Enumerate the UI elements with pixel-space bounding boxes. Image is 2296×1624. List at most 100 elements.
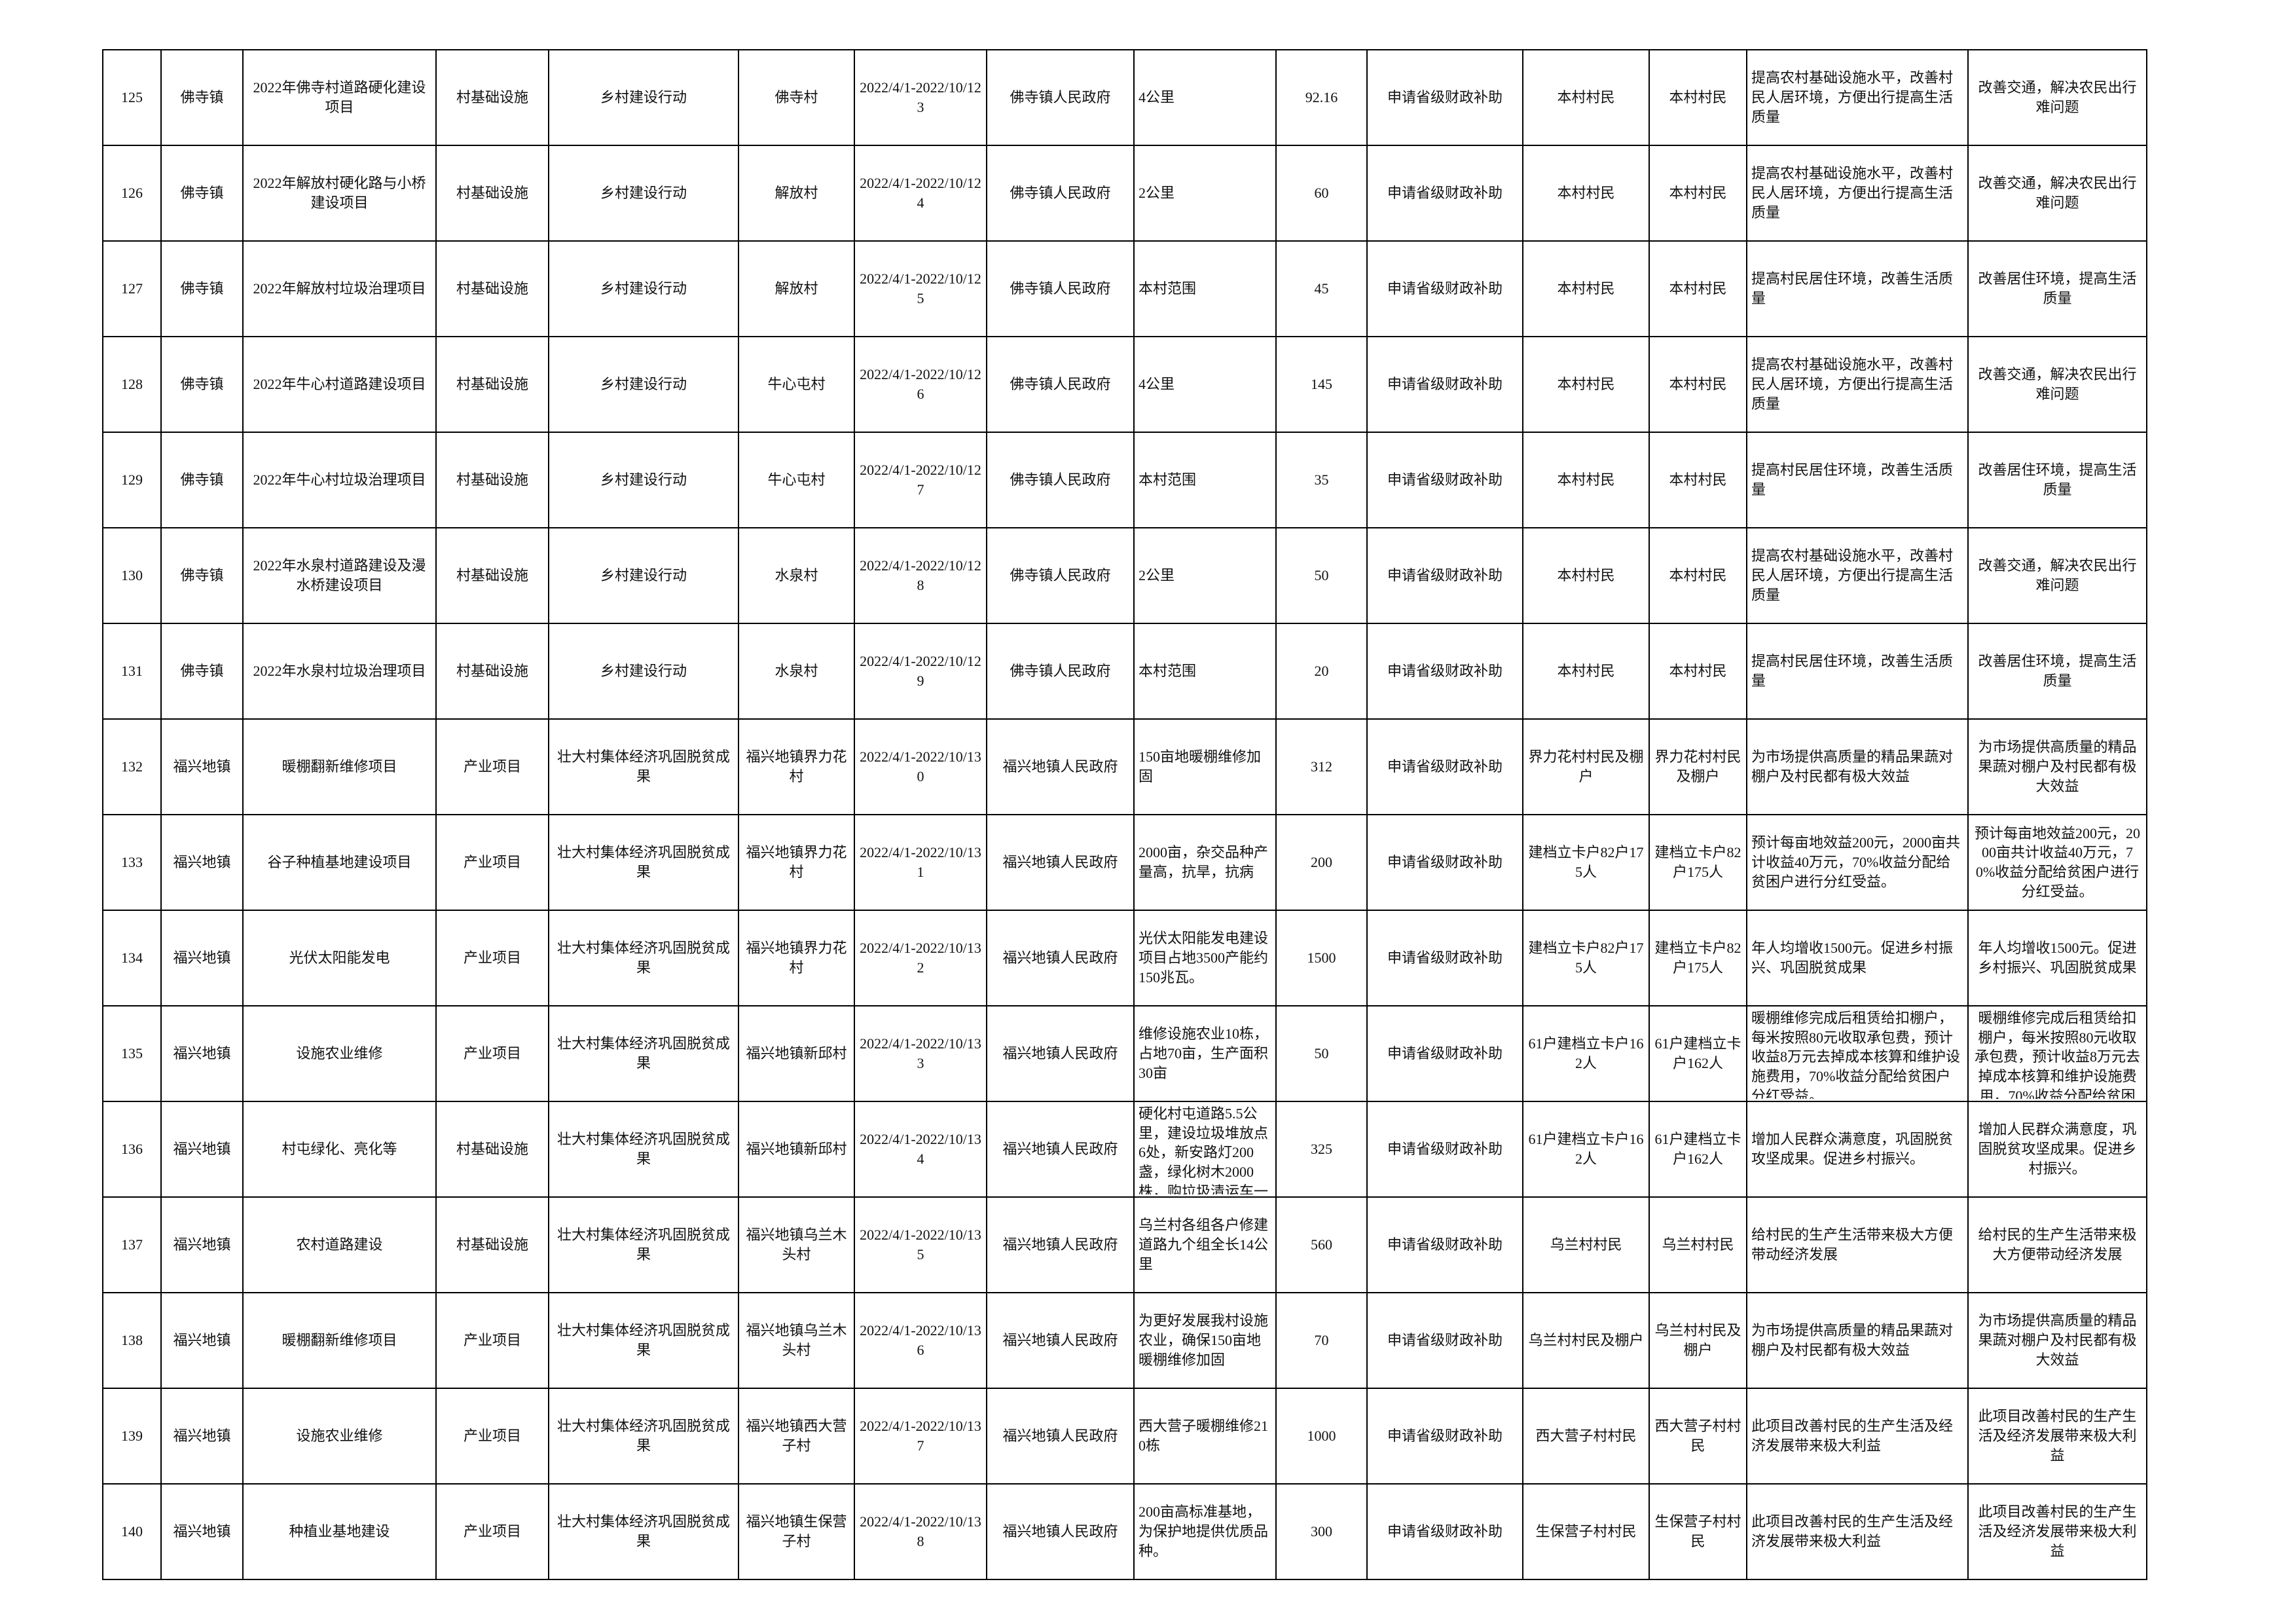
table-row: 133 福兴地镇 谷子种植基地建设项目 产业项目 壮大村集体经济巩固脱贫成果 福兴地镇界力… [102, 814, 2147, 911]
cell: 生保营子村村民 [1649, 1483, 1747, 1580]
scale: 150亩地暖棚维修加固 [1139, 748, 1262, 784]
cell: 2022/4/1-2022/10/124 [854, 145, 987, 242]
cell: 2022/4/1-2022/10/135 [854, 1196, 987, 1293]
project-name: 暖棚翻新维修项目 [282, 758, 397, 775]
outcome: 为市场提供高质量的精品果蔬对棚户及村民都有极大效益 [1978, 1312, 2137, 1368]
cell: 牛心屯村 [738, 336, 855, 433]
cell: 本村村民 [1522, 527, 1650, 624]
project-name: 2022年佛寺村道路硬化建设项目 [253, 79, 426, 115]
location: 解放村 [774, 280, 818, 297]
category: 壮大村集体经济巩固脱贫成果 [556, 1227, 730, 1263]
row-number: 128 [121, 376, 143, 393]
cell: 村基础设施 [435, 145, 549, 242]
amount: 1500 [1307, 950, 1336, 967]
cell: 暖棚维修完成后租赁给扣棚户，每米按照80元收取承包费，预计收益8万元去掉成本核算… [1967, 1005, 2147, 1102]
cell: 佛寺镇 [160, 432, 244, 528]
cell: 福兴地镇人民政府 [986, 1388, 1135, 1485]
cell: 本村村民 [1649, 240, 1747, 337]
funding: 申请省级财政补助 [1387, 1428, 1503, 1445]
benefit: 预计每亩地效益200元，2000亩共计收益40万元，70%收益分配给贫困户进行分… [1751, 834, 1961, 890]
cell: 产业项目 [435, 1005, 549, 1102]
implementer: 福兴地镇人民政府 [1002, 758, 1118, 775]
cell: 申请省级财政补助 [1366, 814, 1523, 911]
cell: 2022/4/1-2022/10/132 [854, 910, 987, 1006]
cell: 为市场提供高质量的精品果蔬对棚户及村民都有极大效益 [1967, 718, 2147, 815]
cell: 村基础设施 [435, 527, 549, 624]
funding: 申请省级财政补助 [1387, 1236, 1503, 1253]
cell: 佛寺镇 [160, 145, 244, 242]
cell: 61户建档立卡户162人 [1649, 1005, 1747, 1102]
cell: 2022年水泉村道路建设及漫水桥建设项目 [242, 527, 437, 624]
cell: 佛寺镇人民政府 [986, 145, 1135, 242]
cell: 20 [1275, 623, 1368, 720]
cell: 乡村建设行动 [548, 49, 739, 146]
amount: 92.16 [1305, 89, 1338, 106]
town: 福兴地镇 [173, 854, 231, 871]
cell: 福兴地镇 [160, 718, 244, 815]
beneficiary: 乌兰村村民 [1550, 1236, 1622, 1253]
row-number: 140 [121, 1523, 143, 1540]
beneficiary-group: 本村村民 [1669, 185, 1727, 202]
cell: 乡村建设行动 [548, 336, 739, 433]
cell: 134 [102, 910, 162, 1006]
cell: 129 [102, 432, 162, 528]
beneficiary-group: 本村村民 [1669, 567, 1727, 584]
category: 乡村建设行动 [600, 89, 687, 106]
benefit: 提高村民居住环境，改善生活质量 [1751, 462, 1954, 498]
amount: 1000 [1307, 1428, 1336, 1445]
cell: 佛寺镇人民政府 [986, 336, 1135, 433]
cell: 提高农村基础设施水平，改善村民人居环境，方便出行提高生活质量 [1746, 49, 1969, 146]
cell: 设施农业维修 [242, 1005, 437, 1102]
cell: 产业项目 [435, 718, 549, 815]
scale: 本村范围 [1139, 663, 1197, 680]
cell: 福兴地镇 [160, 1292, 244, 1389]
amount: 312 [1311, 758, 1332, 775]
cell: 325 [1275, 1101, 1368, 1198]
cell: 乌兰村村民 [1649, 1196, 1747, 1293]
category: 乡村建设行动 [600, 567, 687, 584]
amount: 45 [1314, 280, 1329, 297]
cell: 126 [102, 145, 162, 242]
cell: 2022/4/1-2022/10/125 [854, 240, 987, 337]
amount: 200 [1311, 854, 1332, 871]
row-number: 138 [121, 1332, 143, 1349]
outcome: 改善交通，解决农民出行难问题 [1978, 79, 2137, 115]
town: 佛寺镇 [180, 567, 224, 584]
implementer: 佛寺镇人民政府 [1010, 663, 1111, 680]
cell: 村基础设施 [435, 1196, 549, 1293]
cell: 申请省级财政补助 [1366, 432, 1523, 528]
cell: 种植业基地建设 [242, 1483, 437, 1580]
cell: 2022年水泉村垃圾治理项目 [242, 623, 437, 720]
amount: 145 [1311, 376, 1332, 393]
table-row: 128 佛寺镇 2022年牛心村道路建设项目 村基础设施 乡村建设行动 牛心屯村 2022/… [102, 336, 2147, 433]
cell: 佛寺镇 [160, 336, 244, 433]
funding: 申请省级财政补助 [1387, 758, 1503, 775]
cell: 光伏太阳能发电 [242, 910, 437, 1006]
cell: 谷子种植基地建设项目 [242, 814, 437, 911]
cell: 光伏太阳能发电建设项目占地3500产能约150兆瓦。 [1133, 910, 1277, 1006]
outcome: 为市场提供高质量的精品果蔬对棚户及村民都有极大效益 [1978, 739, 2137, 794]
cell: 137 [102, 1196, 162, 1293]
town: 佛寺镇 [180, 471, 224, 489]
category: 乡村建设行动 [600, 185, 687, 202]
beneficiary: 本村村民 [1557, 185, 1615, 202]
cell: 佛寺镇 [160, 240, 244, 337]
location: 福兴地镇界力花村 [746, 748, 847, 784]
cell: 改善居住环境，提高生活质量 [1967, 623, 2147, 720]
outcome: 改善居住环境，提高生活质量 [1978, 462, 2137, 498]
location: 福兴地镇乌兰木头村 [746, 1227, 847, 1263]
beneficiary-group: 本村村民 [1669, 471, 1727, 489]
cell: 预计每亩地效益200元，2000亩共计收益40万元，70%收益分配给贫困户进行分… [1967, 814, 2147, 911]
cell: 2022/4/1-2022/10/130 [854, 718, 987, 815]
cell: 硬化村屯道路5.5公里，建设垃圾堆放点6处，新安路灯200盏，绿化树木2000株… [1133, 1101, 1277, 1198]
cell: 水泉村 [738, 527, 855, 624]
benefit: 提高农村基础设施水平，改善村民人居环境，方便出行提高生活质量 [1751, 356, 1954, 412]
scale: 光伏太阳能发电建设项目占地3500产能约150兆瓦。 [1139, 930, 1269, 986]
benefit: 提高村民居住环境，改善生活质量 [1751, 653, 1954, 689]
outcome: 改善交通，解决农民出行难问题 [1978, 175, 2137, 211]
cell: 乌兰村村民及棚户 [1649, 1292, 1747, 1389]
beneficiary: 本村村民 [1557, 471, 1615, 489]
funding: 申请省级财政补助 [1387, 89, 1503, 106]
cell: 设施农业维修 [242, 1388, 437, 1485]
cell: 改善交通，解决农民出行难问题 [1967, 336, 2147, 433]
